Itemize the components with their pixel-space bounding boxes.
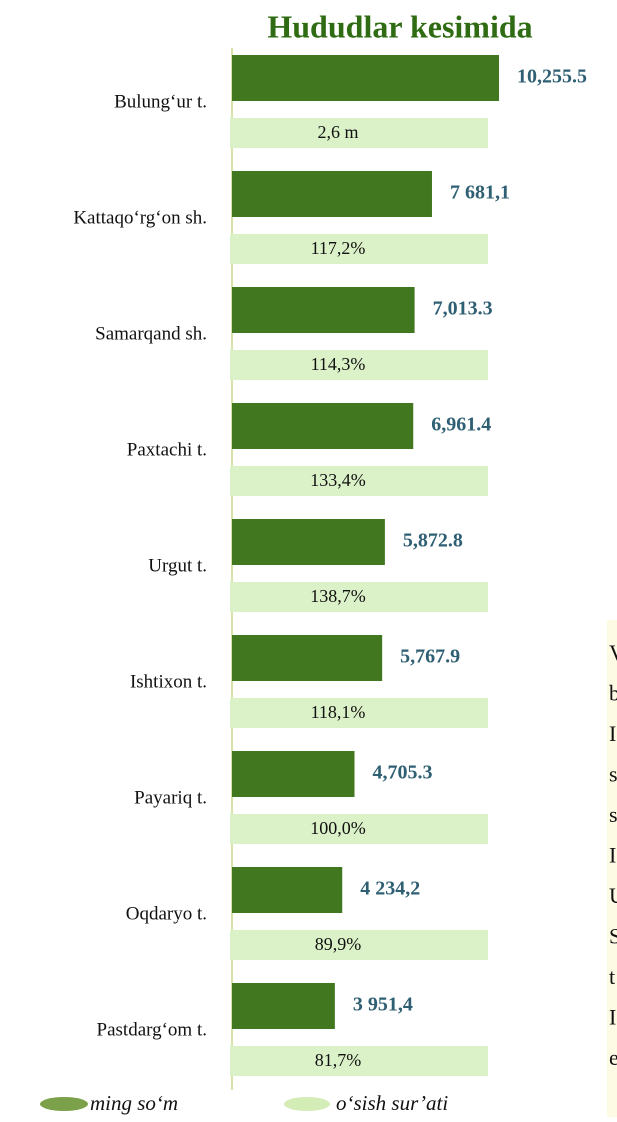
growth-label: 117,2% xyxy=(311,238,366,258)
category-label: Pastdarg‘om t. xyxy=(97,1019,207,1040)
bar xyxy=(232,635,383,681)
bar xyxy=(232,171,432,217)
growth-bar xyxy=(230,582,488,612)
value-label: 5,767.9 xyxy=(400,646,460,668)
value-label: 7,013.3 xyxy=(433,298,493,320)
side-text: s xyxy=(609,762,617,787)
legend-label: o‘sish sur’ati xyxy=(336,1091,448,1115)
bar xyxy=(232,403,414,449)
value-label: 6,961.4 xyxy=(431,414,491,436)
growth-label: 133,4% xyxy=(310,470,366,490)
growth-bar xyxy=(230,814,488,844)
side-text: S xyxy=(609,924,617,949)
growth-bar xyxy=(230,466,488,496)
growth-bar xyxy=(230,350,488,380)
value-label: 7 681,1 xyxy=(450,182,510,204)
growth-label: 2,6 m xyxy=(317,122,358,142)
side-text: b xyxy=(609,681,617,706)
side-text: U xyxy=(609,883,617,908)
category-label: Ishtixon t. xyxy=(130,671,207,692)
bar xyxy=(232,519,385,565)
category-label: Bulung‘ur t. xyxy=(114,91,207,112)
side-text: I xyxy=(609,843,616,868)
growth-bar xyxy=(230,698,488,728)
growth-bar xyxy=(230,1046,488,1076)
growth-bar xyxy=(230,118,488,148)
value-label: 5,872.8 xyxy=(403,530,463,552)
category-label: Oqdaryo t. xyxy=(126,903,207,924)
side-text: V xyxy=(609,640,617,665)
legend-swatch xyxy=(284,1097,330,1111)
bar xyxy=(232,983,335,1029)
value-label: 4,705.3 xyxy=(373,762,433,784)
category-label: Payariq t. xyxy=(134,787,207,808)
growth-label: 114,3% xyxy=(311,354,366,374)
category-label: Kattaqo‘rg‘on sh. xyxy=(73,207,207,228)
category-label: Paxtachi t. xyxy=(127,439,207,460)
growth-label: 118,1% xyxy=(311,702,366,722)
bar xyxy=(232,287,415,333)
growth-label: 100,0% xyxy=(310,818,366,838)
chart-title: Hududlar kesimida xyxy=(267,8,532,44)
growth-bar xyxy=(230,234,488,264)
category-label: Samarqand sh. xyxy=(95,323,207,344)
growth-label: 81,7% xyxy=(315,1050,362,1070)
value-label: 10,255.5 xyxy=(517,66,587,88)
side-text: e xyxy=(609,1045,617,1070)
bar xyxy=(232,55,499,101)
side-text: I xyxy=(609,721,616,746)
legend-label: ming so‘m xyxy=(90,1091,178,1115)
category-label: Urgut t. xyxy=(148,555,207,576)
growth-label: 89,9% xyxy=(315,934,362,954)
side-text: I xyxy=(609,1005,616,1030)
legend-swatch xyxy=(40,1097,88,1111)
growth-label: 138,7% xyxy=(310,586,366,606)
side-text: s xyxy=(609,802,617,827)
value-label: 4 234,2 xyxy=(360,878,420,900)
bar xyxy=(232,867,343,913)
value-label: 3 951,4 xyxy=(353,994,413,1016)
growth-bar xyxy=(230,930,488,960)
bar xyxy=(232,751,355,797)
side-text: t xyxy=(609,964,615,989)
side-panel xyxy=(607,620,617,1117)
